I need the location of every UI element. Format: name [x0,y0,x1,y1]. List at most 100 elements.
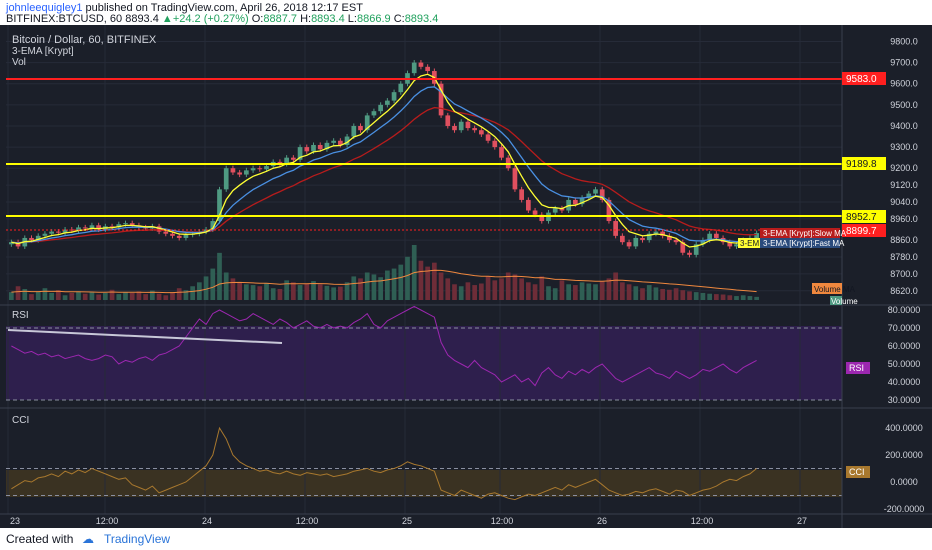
chart-area[interactable]: Bitcoin / Dollar, 60, BITFINEX 3-EMA [Kr… [0,25,932,528]
candle [170,233,175,236]
volume-bar [714,294,719,300]
candle [123,223,128,225]
volume-bar [432,262,437,300]
volume-bar [391,268,397,300]
candle [42,233,48,236]
candle [526,199,531,211]
rsi-badge [846,362,870,374]
cci-axis[interactable]: 400.0000 200.0000 0.0000 -200.0000 [884,423,925,514]
candle [378,104,383,112]
price-tick: 9600.0 [890,79,918,89]
candle [237,172,242,175]
ema-legend[interactable]: 3-EMA [Krypt] [12,46,74,57]
volume-bar [49,292,54,300]
rsi-tick: 70.0000 [888,323,921,333]
volume-bar [620,282,625,300]
red-line-badge [842,72,886,85]
volume-badge [830,296,842,305]
cci-band [6,470,842,497]
volume-legend[interactable]: Vol [12,57,26,68]
candle [391,92,397,101]
price-axis[interactable]: 9800.0 9700.0 9600.0 9500.0 9400.0 9300.0 9200… [890,36,918,295]
volume-bar [35,291,41,300]
candle [559,208,565,211]
current-price: 8899.7 [846,226,877,237]
candle [552,208,558,213]
time-axis[interactable]: 23 12:00 24 12:00 25 12:00 26 12:00 27 [10,516,807,526]
volume-bar [546,286,551,300]
volume-bar [237,282,242,300]
candle [82,227,88,229]
candle [89,225,95,229]
volume-ma-line [11,269,757,294]
volume-bar [526,282,531,300]
candle [203,229,209,232]
cci-tick: 0.0000 [890,477,918,487]
candle [700,240,706,245]
last-price: 8893.4 [125,13,159,25]
volume-bar [693,292,699,300]
volume-bar [579,282,585,300]
rsi-tick: 30.0000 [888,395,921,405]
low-value: 8866.9 [356,13,391,25]
high-label: H: [300,13,312,25]
candle [29,237,34,241]
candle [479,130,484,135]
rsi-axis[interactable]: 80.0000 70.0000 60.0000 50.0000 40.0000 30.00… [888,305,921,405]
indicator-lines [11,73,757,501]
volume-bar [210,268,216,300]
time-tick: 12:00 [691,516,714,526]
candle [163,231,169,234]
symbol-label: BITFINEX:BTCUSD, 60 [6,13,123,25]
candle [539,214,545,222]
volume-bar [190,286,195,300]
volume-bar [150,290,155,300]
volume-bar [344,282,350,300]
candle [687,252,692,255]
rsi-tick: 60.0000 [888,341,921,351]
volume-bar [56,290,61,300]
candle [371,111,377,116]
volume-bar [358,278,363,300]
price-tick: 8960.0 [890,214,918,224]
volume-bar [197,282,202,300]
candle [49,231,54,234]
candle [660,231,665,236]
candle [35,235,41,241]
volume-bar [277,289,283,300]
publication-header: johnleequigley1 published on TradingView… [0,0,932,25]
volume-bar [136,291,142,300]
yellow-line-badge-1 [842,157,886,170]
volume-bar [680,290,686,300]
candle [586,193,592,198]
candle [714,233,719,238]
candle [492,140,498,148]
volume-bar [505,272,511,300]
price-tick: 8780.0 [890,252,918,262]
price-change: +24.2 (+0.27%) [172,13,249,25]
volume-bar [176,288,182,300]
candle [62,229,68,233]
rsi-title[interactable]: RSI [12,310,29,321]
tradingview-logo-icon[interactable]: ☁ [82,532,94,546]
candle [338,140,343,145]
author-link[interactable]: johnleequigley1 [6,2,83,14]
volume-bar [385,270,390,300]
tradingview-link[interactable]: TradingView [104,532,171,546]
candle [693,244,699,255]
cci-title[interactable]: CCI [12,415,29,426]
candle [667,235,672,241]
time-tick: 25 [402,516,412,526]
volume-bar [143,294,148,300]
volume-bar [405,256,410,300]
volume-bar [485,276,491,300]
volume-bar [707,293,712,300]
candle [364,115,370,131]
price-tick: 9500.0 [890,100,918,110]
candle [217,189,222,222]
volume-bar [183,290,189,300]
volume-bar [452,284,457,300]
volume-bar [284,280,289,300]
volume-bar [317,284,323,300]
rsi-trendline[interactable] [7,329,283,344]
